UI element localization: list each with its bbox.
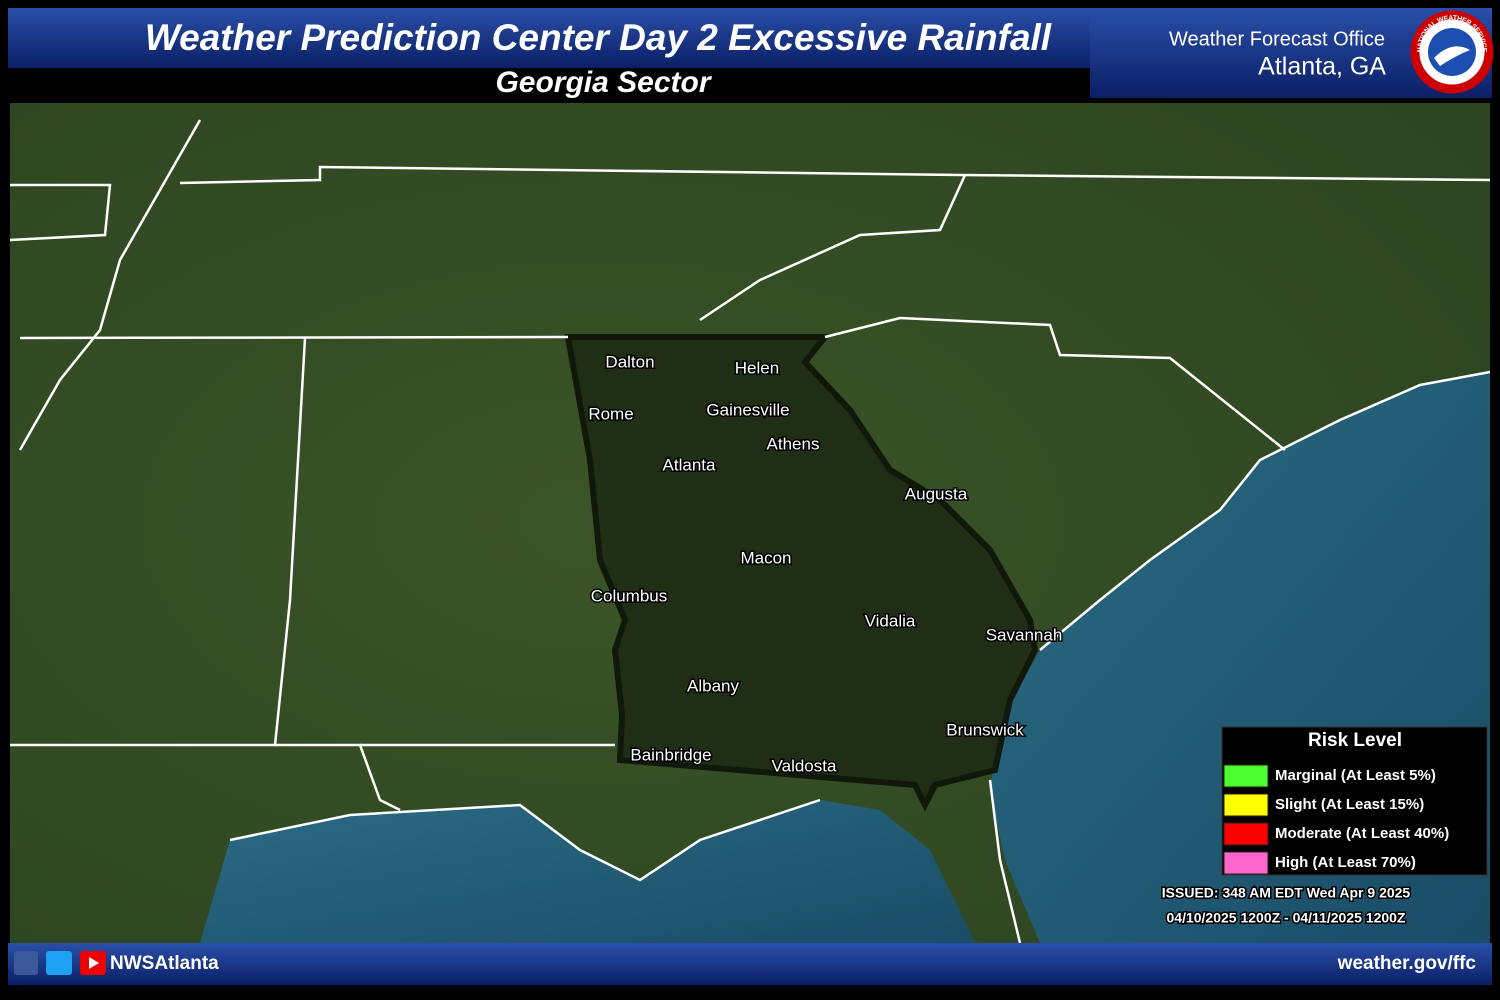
- legend-title: Risk Level: [1308, 730, 1402, 751]
- legend-swatch: [1223, 793, 1269, 817]
- border: [699, 174, 967, 322]
- city-label: Vidalia: [865, 611, 916, 630]
- border: [179, 165, 1491, 185]
- logo-ring: [1410, 10, 1494, 94]
- city-label: Savannah: [986, 625, 1063, 644]
- issued: ISSUED: 348 AM EDT Wed Apr 9 2025: [1162, 885, 1411, 901]
- legend-swatch: [1223, 851, 1269, 875]
- city-label: Valdosta: [772, 756, 837, 775]
- city-label: Columbus: [591, 586, 668, 605]
- city-label: Brunswick: [946, 720, 1024, 739]
- facebook-icon[interactable]: [14, 951, 38, 975]
- border: [18, 119, 202, 451]
- state-borders: [9, 119, 1491, 944]
- legend-items: Marginal (At Least 5%) Slight (At Least 1…: [1223, 764, 1449, 875]
- city-label: Dalton: [605, 352, 654, 371]
- georgia: [564, 334, 1039, 812]
- subtitle: Georgia Sector: [495, 66, 712, 99]
- city-labels: Dalton Helen Rome Gainesville Athens Atlanta A…: [587, 351, 1064, 777]
- border: [19, 335, 569, 340]
- title: Weather Prediction Center Day 2 Excessiv…: [145, 17, 1052, 58]
- border: [988, 779, 1022, 944]
- legend-label: Slight (At Least 15%): [1275, 796, 1424, 813]
- city-label: Athens: [767, 434, 820, 453]
- gulf: [200, 800, 975, 943]
- website[interactable]: weather.gov/ffc: [1337, 953, 1477, 974]
- valid-period: 04/10/2025 1200Z - 04/11/2025 1200Z: [1167, 910, 1406, 926]
- legend-swatch: [1223, 764, 1269, 788]
- location: Atlanta, GA: [1258, 53, 1386, 81]
- footer-band: [8, 943, 1492, 985]
- city-label: Atlanta: [663, 455, 716, 474]
- city-label: Helen: [735, 358, 779, 377]
- coast: [229, 798, 821, 882]
- city-label: Augusta: [905, 484, 968, 503]
- social-handle[interactable]: NWSAtlanta: [110, 953, 219, 974]
- city-label: Rome: [588, 404, 633, 423]
- legend-label: High (At Least 70%): [1275, 854, 1416, 871]
- office: Weather Forecast Office: [1169, 28, 1385, 50]
- border: [824, 316, 1286, 451]
- city-label: Gainesville: [706, 400, 789, 419]
- legend-swatch: [1223, 822, 1269, 846]
- youtube-play: [89, 957, 99, 969]
- city-label: Albany: [687, 676, 739, 695]
- twitter-icon[interactable]: [46, 951, 72, 975]
- city-label: Macon: [740, 548, 791, 567]
- border: [9, 183, 112, 242]
- border: [10, 337, 307, 747]
- coast: [1039, 370, 1491, 651]
- logo-mark: [1434, 46, 1470, 66]
- city-label: Bainbridge: [630, 745, 711, 764]
- legend-label: Marginal (At Least 5%): [1275, 767, 1436, 784]
- legend-label: Moderate (At Least 40%): [1275, 825, 1449, 842]
- border: [275, 743, 401, 812]
